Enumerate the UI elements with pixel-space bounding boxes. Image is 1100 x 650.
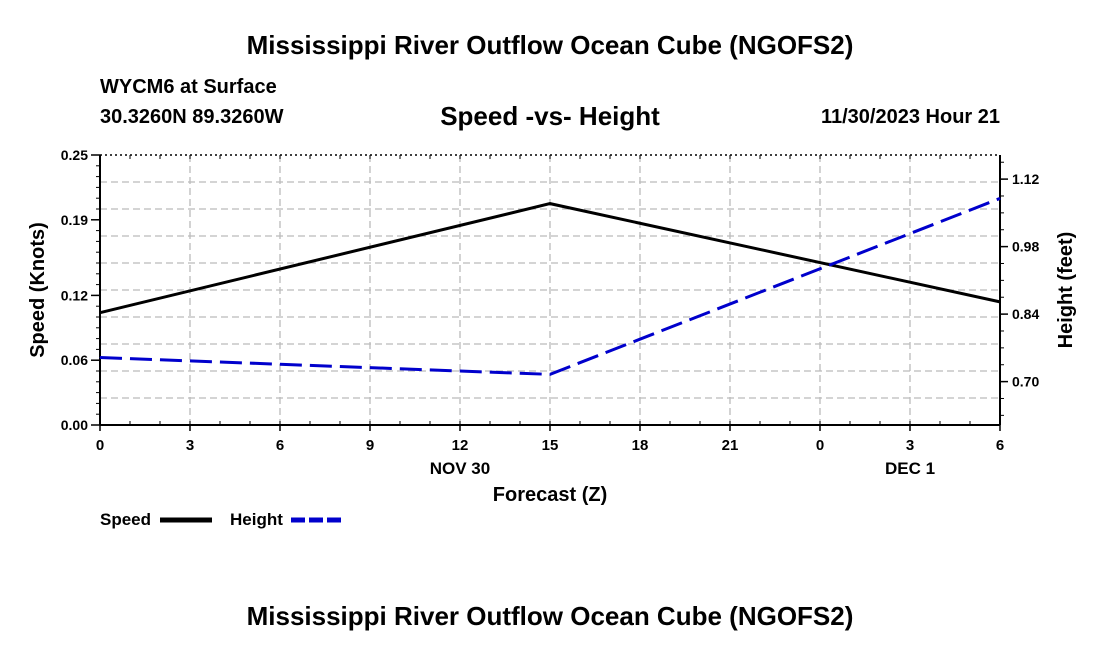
x-tick-label: 6: [276, 437, 284, 454]
y-tick-label: 0.00: [61, 417, 88, 433]
chart-title-main: Mississippi River Outflow Ocean Cube (NG…: [246, 30, 854, 60]
legend-label-speed: Speed: [100, 510, 151, 529]
y-tick-label: 0.12: [61, 287, 88, 303]
coordinates-label: 30.3260N 89.3260W: [100, 106, 284, 128]
y-tick-label: 0.19: [61, 212, 88, 228]
station-label: WYCM6 at Surface: [100, 76, 277, 98]
y2-tick-label: 0.84: [1012, 306, 1039, 322]
x-date-label: DEC 1: [885, 459, 935, 478]
x-tick-label: 0: [816, 437, 824, 454]
x-tick-label: 21: [722, 437, 739, 454]
x-axis-label: Forecast (Z): [493, 484, 607, 506]
x-tick-label: 0: [96, 437, 104, 454]
y2-axis-label: Height (feet): [1055, 232, 1077, 349]
series-point-height: [99, 357, 101, 358]
y-tick-label: 0.25: [61, 147, 88, 163]
x-tick-label: 18: [632, 437, 649, 454]
y2-tick-label: 0.98: [1012, 239, 1039, 255]
series-point-height: [999, 197, 1001, 199]
y-tick-label: 0.06: [61, 352, 88, 368]
x-tick-label: 6: [996, 437, 1004, 454]
series-point-speed: [999, 301, 1001, 303]
y2-tick-label: 1.12: [1012, 171, 1039, 187]
date-label: 11/30/2023 Hour 21: [820, 106, 1000, 128]
chart-subtitle: Speed -vs- Height: [440, 101, 660, 131]
series-point-speed: [99, 312, 101, 314]
series-point-height: [549, 373, 551, 375]
x-tick-label: 3: [906, 437, 914, 454]
x-tick-label: 12: [452, 437, 469, 454]
x-tick-label: 3: [186, 437, 194, 454]
y2-tick-label: 0.70: [1012, 374, 1039, 390]
series-point-speed: [549, 203, 551, 205]
footer-title: Mississippi River Outflow Ocean Cube (NG…: [246, 601, 854, 631]
y-axis-label: Speed (Knots): [27, 222, 49, 358]
x-tick-label: 9: [366, 437, 374, 454]
x-tick-label: 15: [542, 437, 559, 454]
legend-label-height: Height: [230, 510, 283, 529]
x-date-label: NOV 30: [430, 459, 490, 478]
